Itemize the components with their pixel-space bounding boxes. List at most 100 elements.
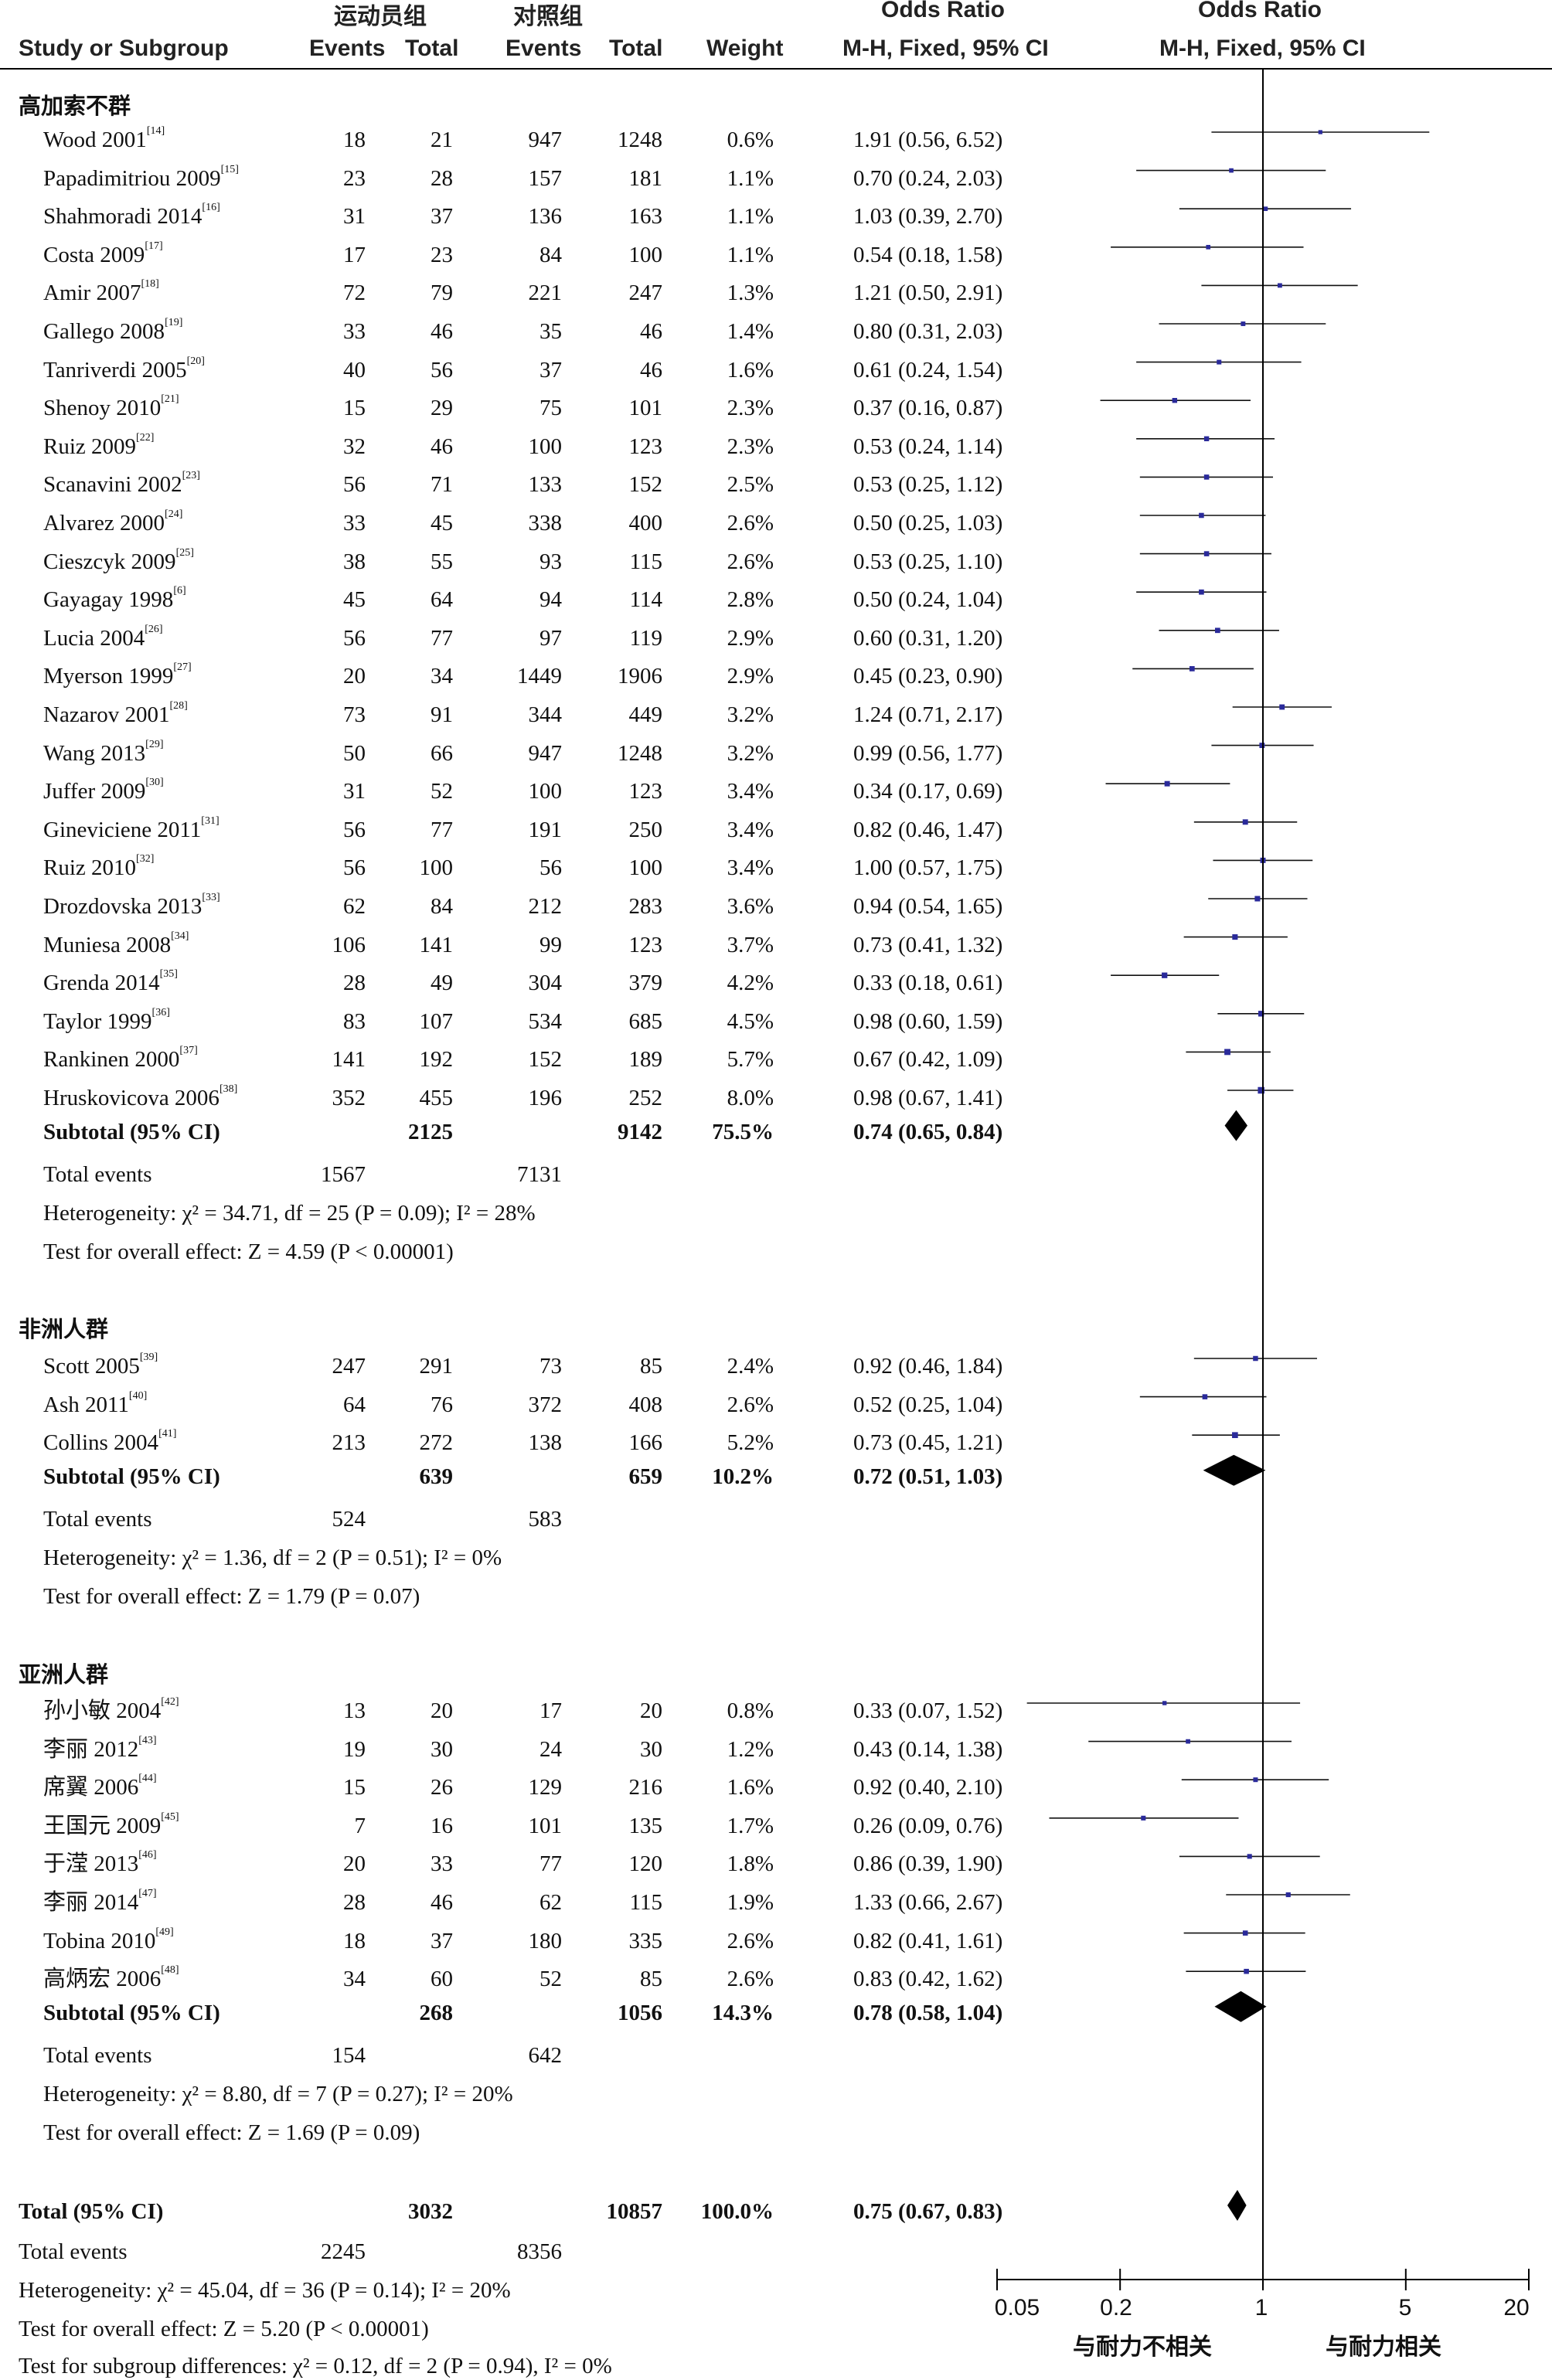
study-ref: [14] [146, 125, 165, 137]
study-ref: [20] [186, 355, 205, 367]
events-exp: 83 [343, 1008, 366, 1034]
weight: 2.6% [727, 1928, 774, 1953]
weight: 3.4% [727, 779, 774, 804]
weight: 1.1% [727, 242, 774, 267]
total-exp: 77 [431, 817, 453, 842]
overall-effect: Test for overall effect: Z = 4.59 (P < 0… [43, 1239, 454, 1264]
odds-ratio-ci: 0.98 (0.60, 1.59) [853, 1008, 1003, 1034]
events-ctrl: 304 [528, 971, 563, 996]
events-exp: 213 [332, 1430, 366, 1456]
events-exp: 7 [354, 1813, 366, 1838]
study-ref: [49] [155, 1926, 174, 1938]
study-name: 高炳宏 2006[48] [43, 1964, 179, 1992]
weight: 3.4% [727, 855, 774, 881]
subgroup-heading: 亚洲人群 [19, 1661, 109, 1688]
total-ctrl: 119 [629, 625, 662, 651]
subtotal-ci: 0.74 (0.65, 0.84) [853, 1119, 1003, 1144]
events-exp: 31 [343, 779, 366, 804]
odds-ratio-ci: 0.70 (0.24, 2.03) [853, 165, 1003, 191]
point-estimate [1172, 397, 1178, 403]
point-estimate [1214, 627, 1220, 634]
weight: 2.4% [727, 1354, 774, 1379]
odds-ratio-ci: 0.52 (0.25, 1.04) [853, 1392, 1003, 1417]
study-name: Taylor 1999[36] [43, 1006, 170, 1034]
study-ref: [21] [161, 393, 179, 406]
study-ref: [28] [169, 700, 188, 712]
overall-effect: Test for overall effect: Z = 5.20 (P < 0… [19, 2317, 429, 2341]
study-name: Cieszcyk 2009[25] [43, 546, 194, 574]
axis-tick-label: 20 [1503, 2295, 1530, 2320]
subgroup-differences: Test for subgroup differences: χ² = 0.12… [19, 2354, 612, 2378]
events-ctrl: 152 [528, 1047, 563, 1073]
study-name: Papadimitriou 2009[15] [43, 163, 239, 191]
odds-ratio-ci: 0.50 (0.24, 1.04) [853, 587, 1003, 613]
weight: 1.9% [727, 1890, 774, 1915]
point-estimate [1241, 321, 1246, 326]
events-exp: 73 [343, 702, 366, 727]
total-ctrl: 189 [628, 1047, 663, 1073]
subtotal-diamond [1224, 1110, 1247, 1141]
point-estimate [1189, 666, 1195, 672]
total-exp: 33 [431, 1851, 453, 1877]
point-estimate [1217, 359, 1222, 365]
total-weight: 100.0% [700, 2199, 774, 2224]
weight: 4.5% [727, 1008, 774, 1034]
point-estimate [1244, 1968, 1249, 1974]
weight: 5.2% [727, 1430, 774, 1456]
study-name: Gineviciene 2011[31] [43, 814, 220, 842]
study-ref: [29] [145, 738, 164, 750]
total-ctrl: 283 [628, 894, 663, 919]
total-ctrl: 100 [628, 855, 663, 881]
odds-ratio-ci: 0.86 (0.39, 1.90) [853, 1851, 1003, 1877]
point-estimate [1318, 130, 1322, 134]
point-estimate [1232, 1432, 1238, 1439]
weight: 4.2% [727, 971, 774, 996]
subtotal-total-ctrl: 659 [628, 1464, 663, 1489]
total-events-exp: 1567 [321, 1161, 366, 1187]
study-name: Tobina 2010[49] [43, 1926, 174, 1953]
events-exp: 28 [343, 1890, 366, 1915]
total-exp: 84 [431, 894, 453, 919]
point-estimate [1141, 1815, 1146, 1821]
total-exp: 76 [431, 1392, 453, 1417]
total-exp: 46 [431, 319, 453, 344]
point-estimate [1206, 244, 1211, 250]
total-events-ctrl: 8356 [517, 2239, 562, 2264]
events-ctrl: 1449 [517, 664, 562, 689]
odds-ratio-ci: 0.94 (0.54, 1.65) [853, 894, 1003, 919]
total-exp: 23 [431, 242, 453, 267]
odds-ratio-ci: 0.34 (0.17, 0.69) [853, 779, 1003, 804]
total-ctrl: 449 [628, 702, 663, 727]
study-name: Alvarez 2000[24] [43, 508, 183, 536]
study-ref: [31] [201, 814, 220, 827]
total-exp: 291 [419, 1354, 454, 1379]
total-exp: 91 [431, 702, 453, 727]
total-exp: 192 [419, 1047, 454, 1073]
header-events-ctrl: Events [505, 36, 582, 61]
study-ref: [39] [139, 1352, 158, 1363]
subtotal-weight: 75.5% [712, 1119, 774, 1144]
odds-ratio-ci: 1.03 (0.39, 2.70) [853, 204, 1003, 230]
weight: 2.6% [727, 1967, 774, 1992]
total-exp: 60 [431, 1967, 453, 1992]
axis-caption-left: 与耐力不相关 [1073, 2334, 1212, 2361]
events-ctrl: 17 [539, 1698, 562, 1723]
study-name: 孙小敏 2004[42] [43, 1696, 179, 1723]
events-exp: 23 [343, 165, 366, 191]
study-name: Drozdovska 2013[33] [43, 892, 220, 919]
total-exp: 56 [431, 357, 453, 382]
weight: 1.3% [727, 280, 774, 306]
total-ctrl: 163 [628, 204, 663, 230]
study-name: Gayagay 1998[6] [43, 585, 186, 613]
study-ref: [35] [159, 968, 178, 981]
study-name: Tanriverdi 2005[20] [43, 355, 205, 382]
total-exp: 30 [431, 1736, 453, 1762]
study-ref: [46] [138, 1849, 157, 1862]
odds-ratio-ci: 1.21 (0.50, 2.91) [853, 280, 1003, 306]
events-ctrl: 100 [528, 434, 563, 459]
study-ref: [17] [145, 240, 163, 252]
study-ref: [33] [202, 892, 220, 903]
total-exp: 55 [431, 549, 453, 574]
study-name: Wang 2013[29] [43, 738, 164, 766]
total-ctrl: 408 [628, 1392, 663, 1417]
